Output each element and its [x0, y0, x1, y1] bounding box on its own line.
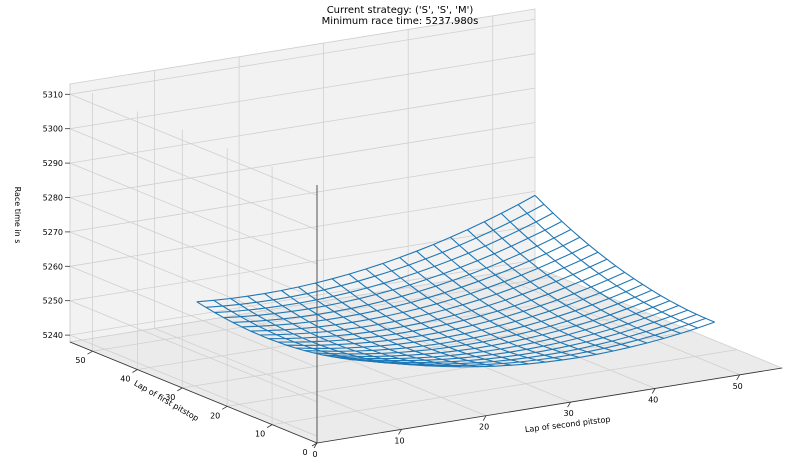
y-tick-label: 40	[120, 375, 130, 384]
x-tick-mark	[398, 429, 402, 435]
surface-line-const-x	[196, 301, 377, 362]
x-tick-mark	[736, 374, 741, 381]
grid-line-z	[69, 197, 318, 299]
surface-line-const-x	[416, 250, 597, 355]
z-tick-label: 5300	[43, 125, 63, 134]
y-tick-mark	[87, 350, 93, 355]
x-tick-mark	[651, 388, 656, 394]
surface-line-const-x	[483, 221, 665, 339]
x-tick-mark	[482, 415, 487, 421]
z-tick-label: 5280	[43, 194, 63, 203]
surface-line-const-x	[331, 278, 512, 366]
grid-line-z	[69, 231, 318, 334]
surface-line-const-x	[433, 244, 614, 352]
grid-line-z	[69, 300, 318, 403]
surface-line-const-x	[534, 195, 715, 323]
surface-line-const-x	[264, 293, 445, 368]
grid-line-z	[69, 156, 536, 233]
z-tick-label: 5260	[43, 262, 63, 271]
y-tick-label: 10	[255, 430, 265, 439]
chart-title-line1: Current strategy: ('S', 'S', 'M')	[327, 5, 474, 16]
x-axis-line	[316, 367, 783, 444]
x-tick-label: 10	[394, 436, 404, 445]
surface-line-const-x	[348, 273, 529, 365]
y-tick-label: 30	[165, 393, 175, 402]
y-tick-mark	[311, 442, 318, 447]
grid-line-z	[69, 128, 318, 231]
surface-line-const-x	[314, 282, 495, 367]
grid-line-x	[408, 287, 656, 389]
y-tick-mark	[132, 369, 138, 373]
x-tick-mark	[567, 401, 571, 408]
grid-line-z	[69, 93, 318, 196]
z-tick-label: 5270	[43, 228, 63, 237]
surface-wireframe	[196, 194, 715, 368]
tick-marks: 0 10 20 30 40 50 0 10 20 30 40 50 5240 5250 5260 5270 52…	[43, 90, 743, 459]
z-tick-label: 5310	[43, 90, 63, 99]
surface-line-const-x	[213, 299, 394, 364]
chart-title-line2: Minimum race time: 5237.980s	[322, 16, 479, 27]
y-tick-mark	[221, 405, 228, 410]
grid-line-x	[154, 328, 402, 430]
x-tick-label: 50	[733, 382, 743, 391]
surface-line-const-x	[500, 213, 681, 334]
surface-line-const-x	[365, 268, 546, 363]
grid-line-y	[182, 312, 648, 389]
x-tick-label: 40	[648, 396, 658, 405]
y-tick-label: 0	[302, 448, 307, 457]
surface-line-const-x	[467, 229, 648, 344]
grid-line-z	[69, 18, 536, 95]
z-tick-label: 5240	[43, 331, 63, 340]
x-tick-label: 20	[479, 423, 489, 432]
grid-line-y	[92, 275, 558, 352]
x-tick-mark	[313, 442, 318, 449]
surface-line-const-x	[247, 295, 428, 367]
surface-line-const-x	[517, 204, 698, 329]
grid-line-y	[272, 349, 738, 425]
z-axis-label: Race time in s	[13, 187, 22, 244]
grid-line-z	[69, 87, 536, 164]
surface-line-const-x	[297, 286, 478, 368]
grid-line-z	[69, 122, 536, 198]
grid-line-z	[69, 190, 536, 267]
surface-line-const-x	[450, 236, 631, 348]
z-tick-label: 5250	[43, 297, 63, 306]
grid-line-z	[69, 265, 318, 368]
grid-line-x	[238, 314, 487, 417]
y-tick-label: 50	[75, 356, 85, 365]
y-tick-label: 20	[210, 411, 220, 420]
grid-line-z	[69, 334, 318, 437]
grid-line-z	[69, 259, 536, 336]
y-tick-mark	[266, 424, 273, 428]
surface-line-const-x	[230, 298, 411, 366]
surface-line-const-x	[281, 290, 462, 368]
y-axis-line	[69, 341, 318, 444]
z-tick-label: 5290	[43, 159, 63, 168]
y-tick-mark	[177, 387, 183, 392]
grid-line-y	[227, 330, 693, 407]
surface-line-const-x	[382, 263, 563, 361]
grid-line-z	[69, 225, 536, 302]
x-tick-label: 0	[312, 450, 317, 459]
grid-line-z	[69, 162, 318, 265]
surface-line-const-x	[399, 257, 580, 358]
x-tick-label: 30	[564, 409, 574, 418]
grid-line-z	[69, 53, 536, 130]
